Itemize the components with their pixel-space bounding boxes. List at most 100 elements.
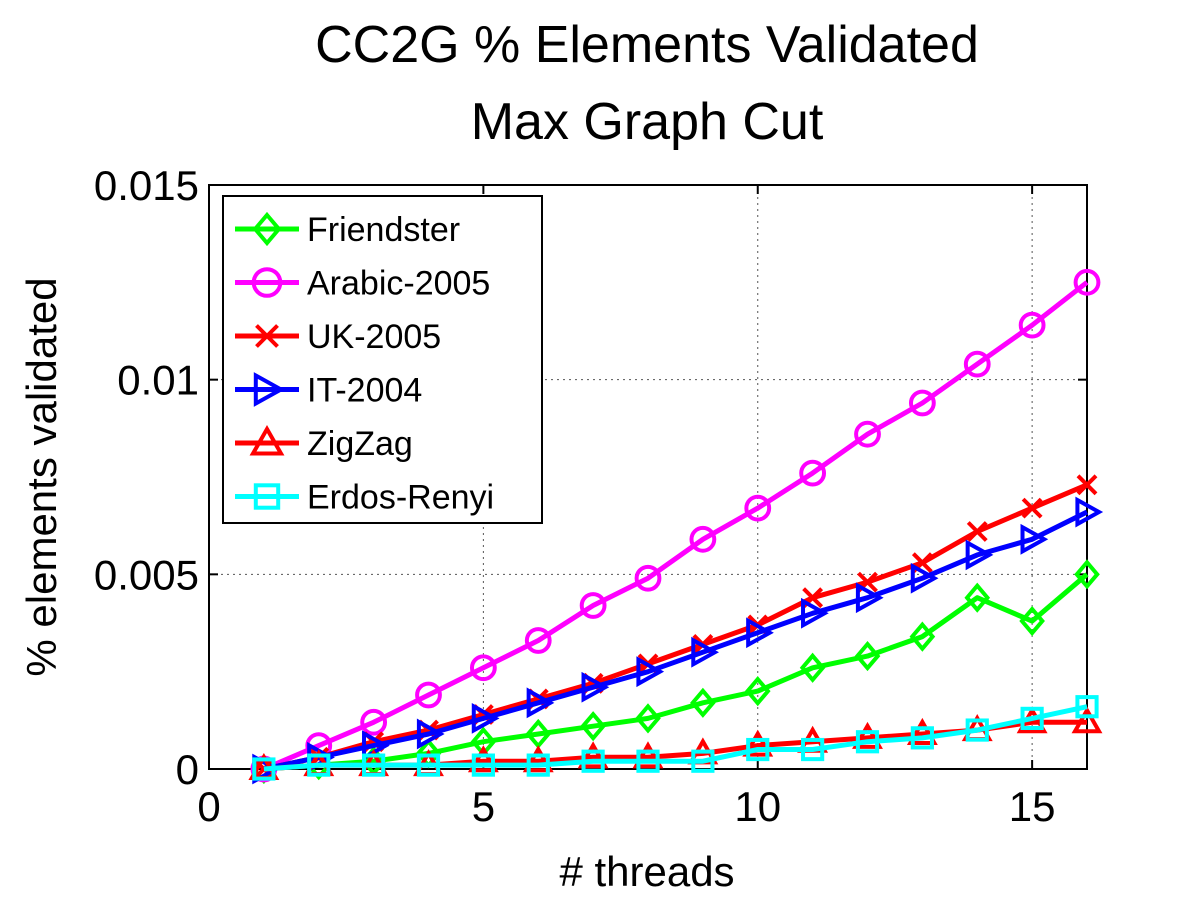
legend-box: [222, 195, 543, 524]
triangle-right-marker: [636, 656, 665, 688]
circle-marker: [524, 627, 552, 654]
circle-marker: [1018, 311, 1046, 339]
triangle-up-marker: [577, 741, 609, 769]
diamond-marker: [744, 676, 771, 707]
y-tick-label: 0.015: [94, 162, 199, 209]
square-marker: [965, 718, 989, 742]
series-line: [263, 572, 1089, 772]
legend-entry: IT-2004: [235, 372, 422, 410]
series-line: [263, 482, 1088, 772]
circle-marker: [360, 708, 388, 736]
legend-label: Arabic-2005: [307, 265, 490, 303]
square-marker: [253, 483, 281, 510]
legend-label: ZigZag: [307, 425, 413, 463]
x-tick-label: 5: [472, 783, 495, 830]
square-marker: [471, 753, 495, 777]
x-axis-label: # threads: [559, 848, 734, 895]
triangle-right-marker: [1020, 523, 1049, 555]
triangle-right-marker: [965, 539, 994, 571]
y-tick-label: 0.005: [94, 551, 199, 598]
square-marker: [307, 753, 331, 777]
legend-label: Erdos-Renyi: [307, 479, 494, 517]
triangle-up-marker: [1071, 706, 1103, 734]
legend-entry: Arabic-2005: [235, 265, 490, 303]
y-tick-label: 0: [176, 746, 199, 793]
square-marker: [252, 757, 276, 781]
square-marker: [855, 730, 880, 754]
diamond-marker: [580, 711, 606, 742]
circle-marker: [251, 267, 283, 298]
series-line: [263, 509, 1089, 772]
square-marker: [362, 753, 386, 777]
triangle-up-marker: [906, 717, 938, 745]
triangle-up-marker: [467, 745, 499, 773]
x-tick-label: 15: [1009, 783, 1056, 830]
triangle-up-marker: [522, 745, 554, 773]
square-marker: [801, 737, 825, 762]
square-marker: [910, 726, 934, 750]
x-marker: [1076, 474, 1098, 496]
axis-ticks: 0 5 10 15 0 0.005 0.01 0.015: [94, 162, 1087, 830]
triangle-up-marker: [742, 729, 774, 757]
triangle-right-marker: [581, 671, 610, 703]
diamond-marker: [690, 687, 716, 718]
triangle-right-marker: [416, 718, 445, 750]
legend: Friendster Arabic-2005 UK-2005 IT-2004 ZigZa…: [222, 195, 543, 524]
series-line: [262, 280, 1089, 772]
triangle-right-marker: [746, 617, 774, 649]
circle-marker: [415, 681, 442, 709]
circle-marker: [908, 389, 936, 417]
legend-entry: UK-2005: [235, 318, 441, 356]
square-marker: [746, 737, 770, 762]
circle-marker: [689, 525, 717, 553]
y-tick-label: 0.01: [117, 357, 199, 404]
triangle-right-marker: [855, 582, 884, 614]
circle-marker: [634, 564, 662, 592]
square-marker: [1075, 695, 1099, 719]
square-marker: [1020, 706, 1044, 730]
square-marker: [636, 749, 660, 773]
y-axis-label: % elements validated: [18, 277, 65, 676]
circle-marker: [963, 350, 991, 378]
triangle-right-marker: [1075, 496, 1104, 528]
triangle-right-marker: [910, 562, 939, 594]
triangle-up-marker: [852, 721, 883, 749]
legend-label: Friendster: [307, 211, 460, 249]
chart-subtitle: Max Graph Cut: [471, 93, 824, 151]
series-erdos-renyi: [252, 695, 1099, 781]
diamond-marker: [635, 703, 661, 734]
triangle-up-marker: [632, 741, 664, 769]
triangle-right-marker: [471, 702, 500, 734]
legend-entry: Friendster: [235, 211, 460, 249]
x-marker: [253, 758, 275, 780]
triangle-right-marker: [253, 372, 286, 407]
legend-label: UK-2005: [307, 318, 441, 356]
x-marker: [1021, 497, 1043, 519]
circle-marker: [799, 459, 827, 487]
circle-marker: [854, 420, 881, 448]
series-it-2004: [252, 496, 1104, 785]
diamond-marker: [964, 582, 991, 613]
x-marker: [255, 324, 279, 348]
diamond-marker: [1074, 559, 1100, 590]
diamond-marker: [909, 621, 936, 652]
square-marker: [416, 753, 441, 777]
circle-marker: [744, 494, 772, 522]
chart-title: CC2G % Elements Validated: [315, 16, 979, 74]
series-layer: [248, 268, 1104, 785]
circle-marker: [579, 592, 607, 619]
circle-marker: [1073, 268, 1101, 296]
circle-marker: [469, 654, 497, 682]
diamond-marker: [854, 641, 881, 672]
triangle-up-marker: [249, 424, 285, 456]
triangle-right-marker: [801, 597, 829, 629]
series-arabic-2005: [250, 268, 1101, 783]
x-tick-label: 0: [197, 783, 220, 830]
legend-entry: ZigZag: [235, 424, 413, 463]
series-line: [263, 704, 1088, 772]
triangle-right-marker: [526, 687, 555, 719]
square-marker: [526, 753, 550, 777]
x-tick-label: 10: [734, 783, 781, 830]
legend-entry: Erdos-Renyi: [235, 479, 494, 517]
